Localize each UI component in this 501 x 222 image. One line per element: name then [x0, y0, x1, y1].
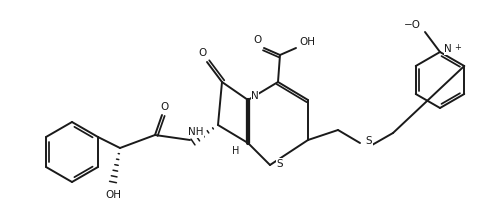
Text: H: H [232, 146, 239, 156]
Text: S: S [276, 159, 283, 169]
Text: O: O [198, 48, 207, 58]
Text: N: N [443, 44, 451, 54]
Text: −O: −O [403, 20, 420, 30]
Text: S: S [365, 136, 372, 146]
Text: N: N [250, 91, 259, 101]
Text: NH: NH [188, 127, 203, 137]
Text: O: O [160, 102, 169, 112]
Text: OH: OH [105, 190, 121, 200]
Text: +: + [454, 42, 460, 52]
Text: O: O [254, 35, 262, 45]
Text: OH: OH [299, 37, 314, 47]
